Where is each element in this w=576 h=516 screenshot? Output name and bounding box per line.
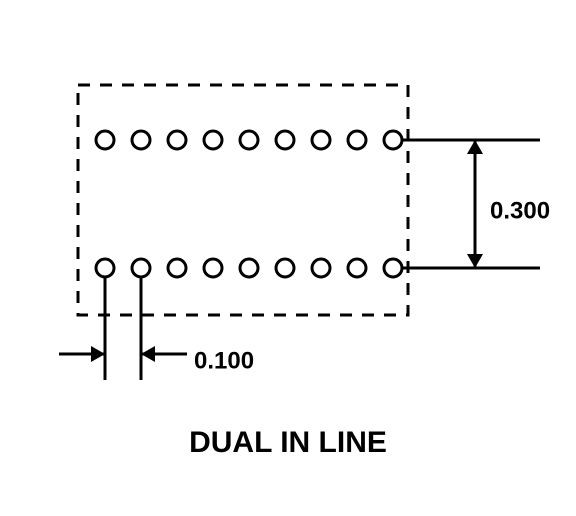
dim-pitch-value: 0.100 xyxy=(194,347,254,374)
dim-row-spacing-value: 0.300 xyxy=(490,197,550,224)
diagram-title: DUAL IN LINE xyxy=(189,426,387,459)
dip-package-diagram: 0.300 0.100 DUAL IN LINE xyxy=(0,0,576,516)
